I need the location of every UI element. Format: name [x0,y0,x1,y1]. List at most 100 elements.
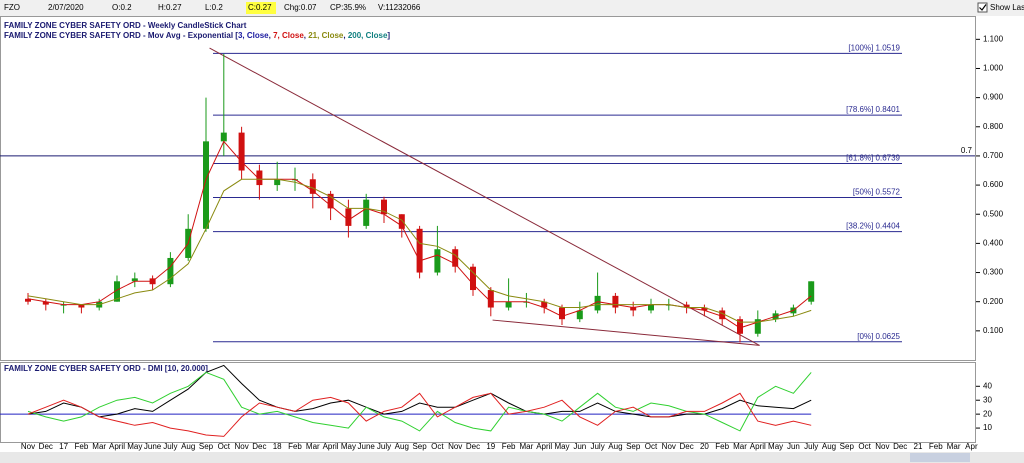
chart-subtitle: FAMILY ZONE CYBER SAFETY ORD - Mov Avg -… [4,31,390,40]
x-tick-label: April [536,442,552,451]
change-percent: CP:35.9% [330,3,366,12]
candle-body [434,249,441,273]
close-highlight [246,2,276,14]
x-tick-label: Dec [252,442,266,451]
candle-body [416,228,423,273]
y-tick-label: 20 [983,409,992,418]
x-tick-label: Mar [306,442,320,451]
x-tick-label: 19 [486,442,495,451]
x-tick-label: June [358,442,376,451]
y-tick-label: 0.100 [983,326,1004,335]
x-tick-label: Feb [929,442,943,451]
candle-body [737,319,743,334]
y-tick-label: 0.500 [983,209,1004,218]
x-tick-label: April [750,442,766,451]
candle-body [398,214,405,229]
candle-body [327,193,334,209]
dmi-line [27,392,812,437]
subtitle-part: 3, Close [238,31,269,40]
price-frame [0,16,976,361]
x-tick-label: Oct [431,442,444,451]
close: C:0.27 [248,3,272,12]
scroll-thumb[interactable] [910,453,970,462]
x-tick-label: Nov [875,442,889,451]
x-tick-label: Oct [645,442,658,451]
y-tick-label: 1.000 [983,64,1004,73]
x-tick-label: Aug [395,442,409,451]
candle-body [381,199,387,215]
candle-body [256,170,263,186]
y-tick-label: 0.700 [983,151,1004,160]
x-tick-label: Dec [893,442,907,451]
x-tick-label: May [554,442,569,451]
low: L:0.2 [205,3,223,12]
candle-body [665,304,672,306]
x-tick-label: Aug [822,442,836,451]
fib-label: [100%] 1.0519 [848,43,900,52]
trendline [492,319,760,346]
candle-body [576,310,583,320]
candle-body [452,249,459,267]
moving-average [27,178,812,323]
y-tick-label: 0.800 [983,122,1004,131]
x-tick-label: Jun [573,442,586,451]
candle-body [274,179,281,186]
y-tick-label: 0.200 [983,297,1004,306]
x-tick-label: Aug [608,442,622,451]
candle-body [220,132,227,142]
candle-body [167,257,174,285]
x-tick-label: Oct [218,442,231,451]
fib-label: [38.2%] 0.4404 [846,222,900,231]
x-tick-label: July [804,442,818,451]
x-tick-label: July [377,442,391,451]
subtitle-part: 7, Close [273,31,304,40]
candle-body [648,304,654,311]
candle-body [505,301,512,308]
show-last[interactable]: Show Last [990,3,1024,12]
x-tick-label: April [109,442,125,451]
date: 2/07/2020 [48,3,84,12]
scrollbar[interactable] [0,452,1024,463]
candle-body [541,301,548,308]
candle-body [114,281,120,302]
x-tick-label: Mar [520,442,534,451]
candle-body [808,281,815,302]
x-tick-label: July [163,442,177,451]
header-bar [0,0,1024,16]
x-tick-label: Dec [39,442,53,451]
candle-body [683,304,690,308]
x-tick-label: 20 [700,442,709,451]
dmi-title: FAMILY ZONE CYBER SAFETY ORD - DMI [10, … [4,364,208,373]
x-tick-label: 18 [273,442,282,451]
x-tick-label: 21 [914,442,923,451]
y-tick-label: 10 [983,423,992,432]
dmi-line [27,371,812,432]
y-tick-label: 40 [983,381,992,390]
candle-body [487,290,494,308]
x-tick-label: Dec [466,442,480,451]
open: O:0.2 [112,3,132,12]
x-tick-label: July [590,442,604,451]
separator: , [343,31,347,40]
fib-label: [0%] 0.0625 [857,332,900,341]
candle-body [612,295,619,308]
y-tick-label: 30 [983,395,992,404]
trendline [209,47,760,346]
x-tick-label: May [341,442,356,451]
x-tick-label: April [323,442,339,451]
y-tick-label: 0.300 [983,268,1004,277]
candle-body [701,307,708,311]
x-tick-label: Nov [21,442,35,451]
x-tick-label: June [144,442,162,451]
candle-body [203,141,209,229]
candle-body [594,295,601,311]
x-tick-label: Mar [92,442,106,451]
x-tick-label: May [768,442,783,451]
y-tick-label: 1.100 [983,34,1004,43]
checkbox[interactable] [977,2,988,13]
x-tick-label: 17 [59,442,68,451]
candle-body [25,298,31,302]
subtitle-part: 21, Close [308,31,344,40]
change: Chg:0.07 [284,3,317,12]
